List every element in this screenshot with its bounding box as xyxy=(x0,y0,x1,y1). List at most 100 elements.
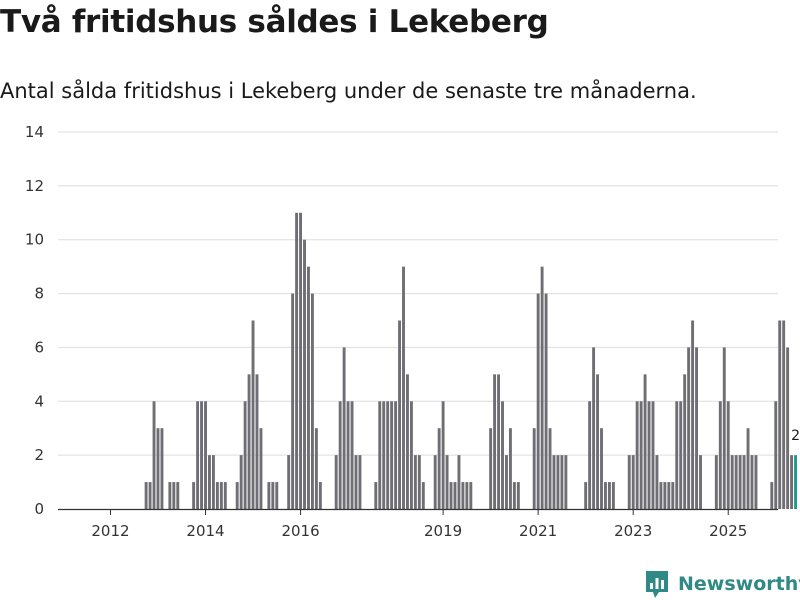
bar xyxy=(790,455,794,509)
bar xyxy=(600,428,603,509)
bar xyxy=(540,266,544,509)
bar xyxy=(303,239,306,509)
y-tick-label: 2 xyxy=(34,446,44,464)
bar xyxy=(512,482,516,509)
bar xyxy=(667,482,671,509)
bar xyxy=(437,428,441,509)
bar xyxy=(215,482,219,509)
bar xyxy=(730,455,734,509)
bar xyxy=(627,455,631,509)
bar xyxy=(465,482,469,509)
bar xyxy=(453,482,457,509)
bar xyxy=(402,266,405,509)
bar xyxy=(314,428,318,509)
bar xyxy=(211,455,215,509)
bar xyxy=(505,455,508,509)
bar xyxy=(243,401,247,509)
bar xyxy=(588,401,592,509)
x-tick-label: 2014 xyxy=(186,522,224,540)
bar xyxy=(782,320,786,509)
bar xyxy=(536,293,540,509)
y-tick-label: 6 xyxy=(34,338,44,356)
bar xyxy=(318,482,322,509)
bar xyxy=(691,320,695,509)
bar xyxy=(778,320,782,509)
chart-subtitle: Antal sålda fritidshus i Lekeberg under … xyxy=(0,79,697,103)
bar xyxy=(421,482,425,509)
bar xyxy=(774,401,778,509)
bar xyxy=(683,374,687,509)
bar xyxy=(461,482,465,509)
bar xyxy=(687,347,691,509)
chart-title: Två fritidshus såldes i Lekeberg xyxy=(0,4,549,40)
bar xyxy=(271,482,275,509)
bar xyxy=(413,455,417,509)
bar xyxy=(299,212,302,510)
bar xyxy=(516,482,520,509)
bar xyxy=(754,455,758,509)
bar xyxy=(346,401,350,509)
bar xyxy=(295,212,299,510)
bar-highlight xyxy=(794,455,797,509)
bar xyxy=(433,455,437,509)
bar xyxy=(354,455,358,509)
bar xyxy=(406,374,409,509)
bar xyxy=(659,482,663,509)
bar xyxy=(378,401,382,509)
bar xyxy=(251,320,255,509)
bar xyxy=(552,455,556,509)
bar xyxy=(235,482,239,509)
x-tick-label: 2012 xyxy=(91,522,129,540)
bar xyxy=(604,482,607,509)
x-tick-label: 2019 xyxy=(424,522,462,540)
bar xyxy=(544,293,548,509)
brand-logo: Newsworthy xyxy=(644,568,800,600)
bar xyxy=(409,401,413,509)
bar xyxy=(394,401,398,509)
y-tick-label: 10 xyxy=(25,231,44,249)
bar xyxy=(160,428,164,509)
bar xyxy=(734,455,738,509)
x-axis: 2012 2014 2016 2019 2021 2023 2025 xyxy=(58,508,778,540)
bar xyxy=(156,428,160,509)
bar xyxy=(548,428,552,509)
bar xyxy=(350,401,354,509)
bar xyxy=(382,401,386,509)
bar xyxy=(532,428,536,509)
bar xyxy=(501,401,504,509)
brand-name: Newsworthy xyxy=(678,573,800,595)
bar xyxy=(592,347,596,509)
bar xyxy=(144,482,148,509)
bar xyxy=(457,455,461,509)
bar xyxy=(675,401,679,509)
bar xyxy=(564,455,568,509)
bar xyxy=(374,482,378,509)
bar xyxy=(255,374,259,509)
bar xyxy=(671,482,675,509)
y-tick-label: 0 xyxy=(34,500,44,518)
bar xyxy=(560,455,564,509)
bar xyxy=(291,293,295,509)
bar xyxy=(239,455,243,509)
y-tick-label: 12 xyxy=(25,177,44,195)
bar xyxy=(726,401,730,509)
bar xyxy=(663,482,667,509)
bar xyxy=(275,482,279,509)
bar xyxy=(148,482,152,509)
data-label-latest: 2 xyxy=(791,428,800,444)
bar xyxy=(172,482,176,509)
bar xyxy=(196,401,200,509)
bar xyxy=(584,482,588,509)
bar xyxy=(267,482,271,509)
bar xyxy=(497,374,500,509)
bar xyxy=(738,455,742,509)
bar xyxy=(338,401,342,509)
bars xyxy=(144,212,797,510)
bar xyxy=(223,482,227,509)
x-tick-label: 2023 xyxy=(614,522,652,540)
bar xyxy=(643,374,647,509)
bar xyxy=(714,455,718,509)
bar xyxy=(786,347,790,509)
bar xyxy=(386,401,390,509)
bar xyxy=(607,482,611,509)
